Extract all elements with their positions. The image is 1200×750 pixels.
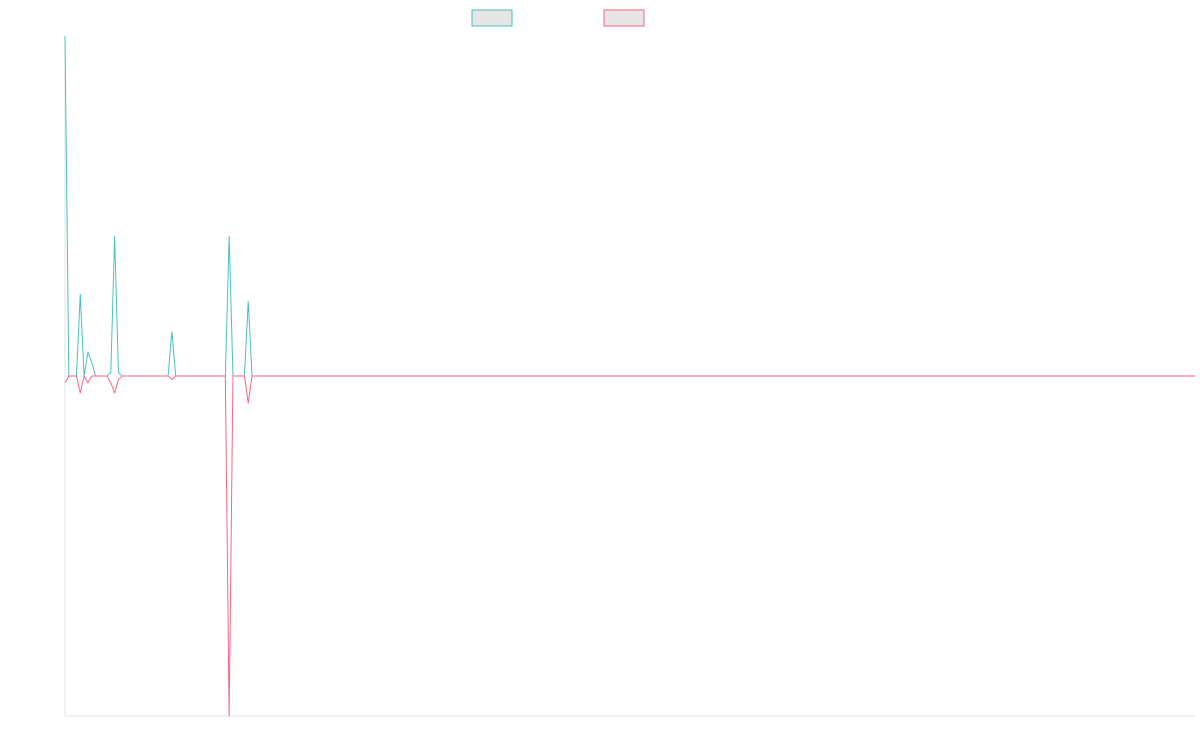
legend-item-1[interactable] bbox=[471, 9, 513, 27]
series-line-1 bbox=[64, 35, 1195, 377]
legend-item-2[interactable] bbox=[603, 9, 645, 27]
legend-swatch-1 bbox=[471, 9, 513, 27]
legend bbox=[471, 9, 645, 27]
series-line-2 bbox=[64, 375, 1195, 717]
series-lines bbox=[64, 35, 1195, 717]
axes bbox=[64, 36, 1195, 717]
legend-swatch-2 bbox=[603, 9, 645, 27]
